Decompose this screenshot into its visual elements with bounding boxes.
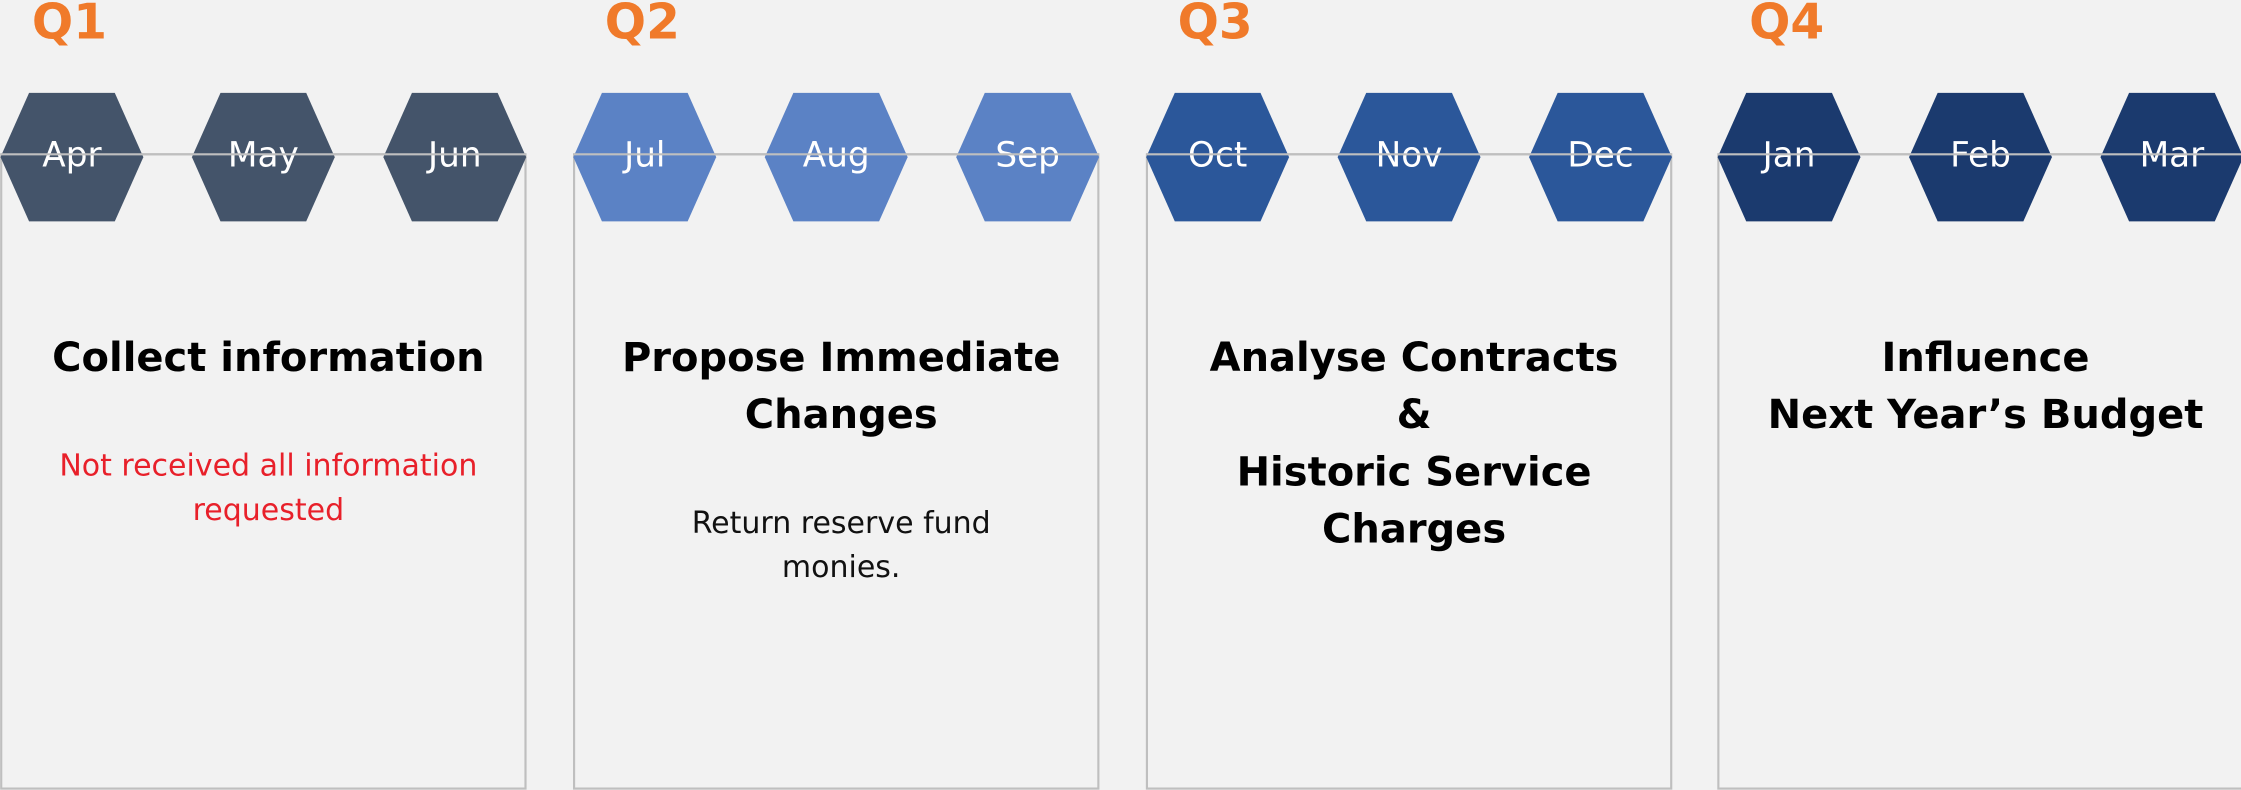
month-hexagon	[764, 92, 908, 222]
stage-title: Next Year’s Budget	[1768, 392, 2204, 438]
stage-note: Not received all information	[59, 449, 477, 484]
month-hexagon	[1529, 92, 1672, 222]
month-hexagon	[1337, 92, 1481, 222]
month-label: Jul	[622, 136, 665, 176]
stage-title: Analyse Contracts	[1210, 335, 1619, 381]
month-hexagon	[0, 92, 144, 222]
stage-title: Historic Service	[1237, 449, 1592, 495]
quarter-panel	[573, 153, 1100, 790]
month-hexagon	[956, 92, 1100, 222]
stage-title: Influence	[1882, 335, 2090, 381]
stage-title: Propose Immediate	[622, 335, 1060, 381]
month-hexagon	[383, 92, 527, 222]
stage-title: Charges	[1322, 506, 1506, 552]
month-label: Aug	[803, 136, 870, 176]
stage-note: requested	[193, 493, 345, 528]
month-label: Oct	[1188, 136, 1247, 176]
quarter-label: Q2	[605, 0, 680, 51]
month-hexagon	[2100, 92, 2241, 222]
stage-note: monies.	[782, 550, 901, 585]
month-label: Feb	[1950, 136, 2011, 176]
month-hexagon	[573, 92, 717, 222]
month-hexagon	[1909, 92, 2052, 222]
stage-note: Return reserve fund	[692, 506, 991, 541]
month-label: Nov	[1376, 136, 1443, 176]
quarter-label: Q1	[32, 0, 107, 51]
quarter-panel	[1145, 153, 1673, 790]
month-hexagon	[1717, 92, 1861, 222]
quarter-panel	[0, 153, 527, 790]
stage-title: Collect information	[52, 335, 484, 381]
month-label: Jan	[1761, 136, 1816, 176]
month-hexagon	[1146, 92, 1290, 222]
month-label: Sep	[995, 136, 1060, 176]
month-label: Dec	[1567, 136, 1633, 176]
stage-title: Changes	[745, 392, 938, 438]
quarter-label: Q4	[1749, 0, 1824, 51]
month-label: May	[228, 136, 299, 176]
quarter-panel	[1717, 153, 2241, 790]
month-label: Apr	[42, 136, 102, 176]
month-hexagon	[191, 92, 335, 222]
month-label: Jun	[426, 136, 482, 176]
month-label: Mar	[2140, 136, 2206, 176]
stage-title: &	[1397, 392, 1432, 438]
quarter-label: Q3	[1178, 0, 1253, 51]
